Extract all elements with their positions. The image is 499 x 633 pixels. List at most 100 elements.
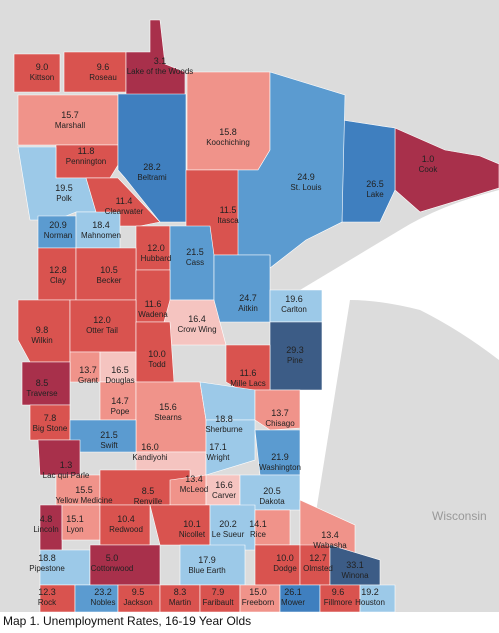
county-label-st-louis: St. Louis — [290, 183, 321, 192]
county-label-carlton: Carlton — [281, 305, 307, 314]
county-label-marshall: Marshall — [55, 121, 85, 130]
county-value-pope: 14.7 — [111, 396, 129, 406]
county-nobles[interactable] — [74, 584, 119, 612]
county-label-dakota: Dakota — [259, 497, 285, 506]
county-wright[interactable] — [205, 419, 256, 476]
county-koochiching[interactable] — [186, 71, 271, 171]
county-value-crow-wing: 16.4 — [188, 314, 206, 324]
county-value-dakota: 20.5 — [263, 486, 281, 496]
county-label-lake: Lake — [366, 190, 384, 199]
county-label-todd: Todd — [148, 360, 165, 369]
county-value-douglas: 16.5 — [111, 365, 129, 375]
county-value-renville: 8.5 — [142, 486, 155, 496]
county-label-lincoln: Lincoln — [33, 525, 58, 534]
county-fillmore[interactable] — [319, 584, 361, 612]
wisconsin-label: Wisconsin — [432, 509, 487, 523]
county-jackson[interactable] — [117, 584, 161, 612]
county-label-otter-tail: Otter Tail — [86, 326, 118, 335]
county-value-cook: 1.0 — [422, 154, 435, 164]
county-label-pennington: Pennington — [66, 157, 106, 166]
county-kittson[interactable] — [13, 53, 61, 93]
county-marshall[interactable] — [17, 94, 119, 146]
county-value-wadena: 11.6 — [145, 299, 162, 309]
county-chisago[interactable] — [254, 389, 301, 431]
county-mahnomen[interactable] — [75, 211, 121, 249]
county-cook[interactable] — [394, 127, 499, 213]
county-value-becker: 10.5 — [100, 265, 118, 275]
map-caption: Map 1. Unemployment Rates, 16-19 Year Ol… — [3, 614, 252, 628]
county-value-otter-tail: 12.0 — [93, 315, 111, 325]
county-label-mcleod: McLeod — [180, 485, 208, 494]
county-label-fillmore: Fillmore — [324, 598, 353, 607]
county-value-nobles: 23.2 — [94, 587, 112, 597]
county-label-redwood: Redwood — [109, 525, 143, 534]
county-rock[interactable] — [39, 584, 76, 612]
county-nicollet[interactable] — [149, 504, 211, 546]
county-value-big-stone: 7.8 — [44, 413, 57, 423]
county-label-mahnomen: Mahnomen — [81, 231, 121, 240]
county-value-lincoln: 4.8 — [40, 514, 53, 524]
county-value-rice: 14.1 — [249, 519, 267, 529]
county-value-todd: 10.0 — [148, 349, 166, 359]
county-label-clearwater: Clearwater — [105, 207, 144, 216]
county-value-dodge: 10.0 — [276, 553, 294, 563]
county-blue-earth[interactable] — [179, 544, 246, 586]
county-value-wright: 17.1 — [209, 442, 227, 452]
county-freeborn[interactable] — [239, 584, 281, 612]
county-value-pipestone: 18.8 — [38, 553, 56, 563]
county-label-itasca: Itasca — [217, 216, 239, 225]
county-value-martin: 8.3 — [174, 587, 187, 597]
county-label-beltrami: Beltrami — [137, 173, 167, 182]
county-value-winona: 33.1 — [346, 560, 364, 570]
map-area[interactable]: Wisconsin 9.0 Kittson 9.6 Roseau 3.1 Lake of … — [0, 0, 499, 612]
county-value-lyon: 15.1 — [66, 514, 84, 524]
county-value-norman: 20.9 — [49, 220, 67, 230]
county-label-lake-of-the-woods: Lake of the Woods — [127, 67, 194, 76]
county-value-faribault: 7.9 — [212, 587, 225, 597]
county-label-nicollet: Nicollet — [179, 530, 206, 539]
county-swift[interactable] — [69, 419, 137, 453]
county-label-pipestone: Pipestone — [29, 564, 65, 573]
county-value-nicollet: 10.1 — [183, 519, 201, 529]
county-label-roseau: Roseau — [89, 73, 117, 82]
county-value-stearns: 15.6 — [159, 402, 177, 412]
county-label-sherburne: Sherburne — [205, 425, 243, 434]
county-mower[interactable] — [279, 584, 321, 612]
county-label-cottonwood: Cottonwood — [91, 564, 134, 573]
county-label-stearns: Stearns — [154, 413, 182, 422]
county-lake[interactable] — [341, 119, 396, 223]
county-label-swift: Swift — [100, 441, 118, 450]
county-value-beltrami: 28.2 — [143, 162, 161, 172]
county-martin[interactable] — [159, 584, 201, 612]
county-label-washington: Washington — [259, 463, 301, 472]
county-value-traverse: 8.5 — [36, 378, 49, 388]
county-roseau[interactable] — [63, 51, 127, 93]
county-value-mcleod: 13.4 — [185, 474, 203, 484]
county-value-polk: 19.5 — [55, 183, 73, 193]
county-value-olmsted: 12.7 — [309, 553, 327, 563]
county-value-cottonwood: 5.0 — [106, 553, 119, 563]
county-value-lake: 26.5 — [366, 179, 384, 189]
county-label-rock: Rock — [38, 598, 57, 607]
county-label-blue-earth: Blue Earth — [188, 566, 225, 575]
county-crow-wing[interactable] — [163, 299, 227, 346]
county-houston[interactable] — [359, 584, 396, 612]
county-value-chisago: 13.7 — [271, 408, 289, 418]
county-value-rock: 12.3 — [38, 587, 56, 597]
county-value-blue-earth: 17.9 — [198, 555, 216, 565]
county-label-crow-wing: Crow Wing — [177, 325, 216, 334]
county-value-mower: 26.1 — [284, 587, 302, 597]
county-value-st-louis: 24.9 — [297, 172, 315, 182]
county-value-clay: 12.8 — [49, 265, 67, 275]
county-value-aitkin: 24.7 — [239, 293, 257, 303]
county-faribault[interactable] — [199, 584, 241, 612]
county-label-aitkin: Aitkin — [238, 304, 258, 313]
county-value-sherburne: 18.8 — [215, 414, 233, 424]
county-label-martin: Martin — [169, 598, 191, 607]
county-label-wright: Wright — [207, 453, 231, 462]
county-value-wabasha: 13.4 — [321, 530, 339, 540]
county-label-big-stone: Big Stone — [33, 424, 68, 433]
county-label-yellow-medicine: Yellow Medicine — [55, 496, 113, 505]
county-label-cook: Cook — [419, 165, 439, 174]
county-label-chisago: Chisago — [265, 419, 295, 428]
